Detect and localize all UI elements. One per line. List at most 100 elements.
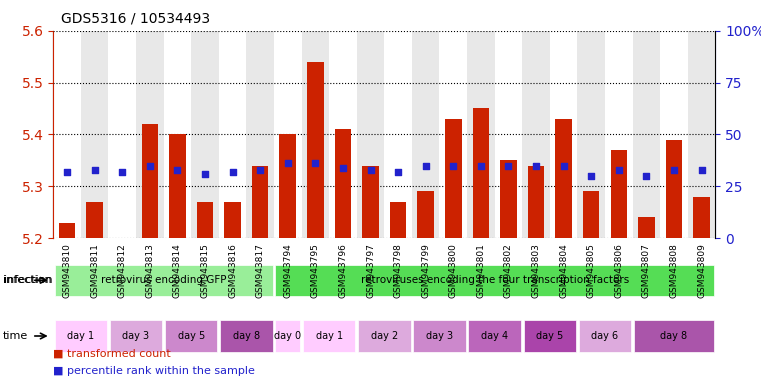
Point [309, 161, 321, 167]
Bar [666, 140, 682, 238]
FancyBboxPatch shape [303, 320, 355, 352]
Bar [252, 166, 269, 238]
Bar [164, 31, 191, 238]
Point [640, 173, 652, 179]
Point [696, 167, 708, 173]
Text: ■ transformed count: ■ transformed count [53, 349, 171, 359]
Bar [445, 119, 461, 238]
Bar [142, 124, 158, 238]
Bar [638, 217, 654, 238]
FancyBboxPatch shape [55, 265, 272, 296]
Bar [247, 31, 274, 238]
Point [530, 162, 542, 169]
Point [227, 169, 239, 175]
Point [447, 162, 460, 169]
Bar [86, 202, 103, 238]
Point [144, 162, 156, 169]
Bar [81, 31, 108, 238]
FancyBboxPatch shape [220, 320, 272, 352]
Bar [169, 134, 186, 238]
Point [254, 167, 266, 173]
Bar [59, 223, 75, 238]
Bar [329, 31, 357, 238]
Text: time: time [3, 331, 28, 341]
Bar [362, 166, 379, 238]
Text: day 5: day 5 [177, 331, 205, 341]
Point [88, 167, 100, 173]
Bar [412, 31, 440, 238]
Bar [384, 31, 412, 238]
Text: retroviruses encoding the four transcription factors: retroviruses encoding the four transcrip… [361, 275, 629, 285]
Point [365, 167, 377, 173]
Bar [357, 31, 384, 238]
Text: day 3: day 3 [426, 331, 453, 341]
Text: day 1: day 1 [316, 331, 342, 341]
Bar [136, 31, 164, 238]
Bar [467, 31, 495, 238]
Point [337, 164, 349, 170]
FancyBboxPatch shape [634, 320, 714, 352]
Text: day 8: day 8 [661, 331, 687, 341]
Bar [495, 31, 522, 238]
Text: GDS5316 / 10534493: GDS5316 / 10534493 [61, 12, 210, 25]
Text: infection: infection [3, 275, 51, 285]
Point [116, 169, 129, 175]
Bar [335, 129, 351, 238]
Bar [274, 31, 301, 238]
Text: day 5: day 5 [537, 331, 563, 341]
Bar [549, 31, 578, 238]
Bar [500, 161, 517, 238]
Bar [224, 202, 240, 238]
Bar [693, 197, 710, 238]
Bar [632, 31, 660, 238]
Bar [279, 134, 296, 238]
Point [171, 167, 183, 173]
Bar [610, 150, 627, 238]
Bar [307, 62, 323, 238]
Text: day 3: day 3 [123, 331, 150, 341]
Text: ■ percentile rank within the sample: ■ percentile rank within the sample [53, 366, 255, 376]
FancyBboxPatch shape [110, 320, 162, 352]
Point [558, 162, 570, 169]
FancyBboxPatch shape [413, 320, 466, 352]
FancyBboxPatch shape [358, 320, 410, 352]
FancyBboxPatch shape [579, 320, 631, 352]
Text: day 4: day 4 [481, 331, 508, 341]
Point [668, 167, 680, 173]
Point [613, 167, 625, 173]
Text: day 6: day 6 [591, 331, 619, 341]
Text: day 8: day 8 [233, 331, 260, 341]
Bar [660, 31, 688, 238]
FancyBboxPatch shape [165, 320, 218, 352]
Text: retrovirus encoding GFP: retrovirus encoding GFP [101, 275, 226, 285]
Text: day 0: day 0 [274, 331, 301, 341]
FancyBboxPatch shape [55, 320, 107, 352]
Point [475, 162, 487, 169]
Point [282, 161, 294, 167]
FancyBboxPatch shape [469, 320, 521, 352]
Bar [578, 31, 605, 238]
Bar [417, 192, 434, 238]
Point [61, 169, 73, 175]
Point [585, 173, 597, 179]
Bar [605, 31, 632, 238]
Text: infection: infection [4, 275, 53, 285]
Bar [196, 202, 213, 238]
Bar [53, 31, 81, 238]
Bar [301, 31, 329, 238]
Bar [390, 202, 406, 238]
Bar [527, 166, 544, 238]
Bar [473, 109, 489, 238]
Bar [219, 31, 247, 238]
Bar [108, 31, 136, 238]
Point [392, 169, 404, 175]
FancyBboxPatch shape [275, 320, 300, 352]
FancyBboxPatch shape [275, 265, 714, 296]
Bar [583, 192, 600, 238]
Bar [440, 31, 467, 238]
Point [419, 162, 431, 169]
Point [199, 171, 211, 177]
Bar [191, 31, 219, 238]
Point [502, 162, 514, 169]
Text: day 2: day 2 [371, 331, 398, 341]
